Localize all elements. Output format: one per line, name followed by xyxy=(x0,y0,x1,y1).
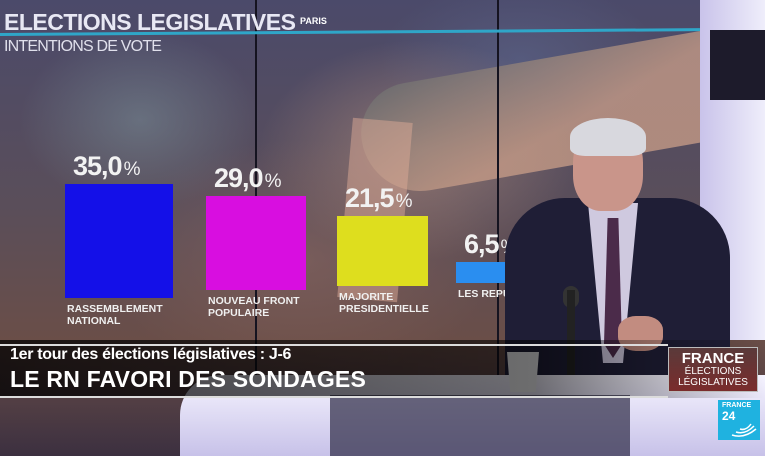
bar-1 xyxy=(65,184,173,298)
lower-third-headline: LE RN FAVORI DES SONDAGES xyxy=(10,366,367,392)
bar-value-label: 35,0% xyxy=(73,151,140,182)
desk-reflection xyxy=(330,395,630,456)
bar-value-label: 21,5% xyxy=(345,183,412,214)
bar-category-label: LES REPU xyxy=(458,288,511,300)
lower-third xyxy=(0,340,765,398)
bar-category-label: MAJORITE PRESIDENTIELLE xyxy=(339,291,429,315)
screen-title: ELECTIONS LEGISLATIVES xyxy=(4,9,296,35)
divider xyxy=(0,344,668,346)
lower-third-kicker: 1er tour des élections législatives : J-… xyxy=(10,346,292,363)
bar-category-label: NOUVEAU FRONT POPULAIRE xyxy=(208,295,300,319)
show-logo-line1: FRANCE xyxy=(681,350,745,367)
logo-text: FRANCE xyxy=(722,402,752,409)
show-logo-line3: LÉGISLATIVES xyxy=(678,377,748,388)
bar-category-label: RASSEMBLEMENT NATIONAL xyxy=(67,303,163,327)
show-logo-line2: ÉLECTIONS xyxy=(684,366,742,377)
bar-3 xyxy=(337,216,428,286)
divider xyxy=(0,396,668,398)
bar-2 xyxy=(206,195,306,290)
show-logo: FRANCE ÉLECTIONS LÉGISLATIVES xyxy=(668,347,758,392)
logo-number: 24 xyxy=(722,409,736,423)
france24-logo: FRANCE 24 xyxy=(718,400,760,440)
screen-seam xyxy=(497,0,499,400)
signal-waves-icon xyxy=(731,423,757,437)
location-label: PARIS xyxy=(300,16,327,26)
bar-4 xyxy=(456,261,512,283)
screen-subtitle: INTENTIONS DE VOTE xyxy=(4,38,162,55)
bar-value-label: 29,0% xyxy=(214,162,281,193)
